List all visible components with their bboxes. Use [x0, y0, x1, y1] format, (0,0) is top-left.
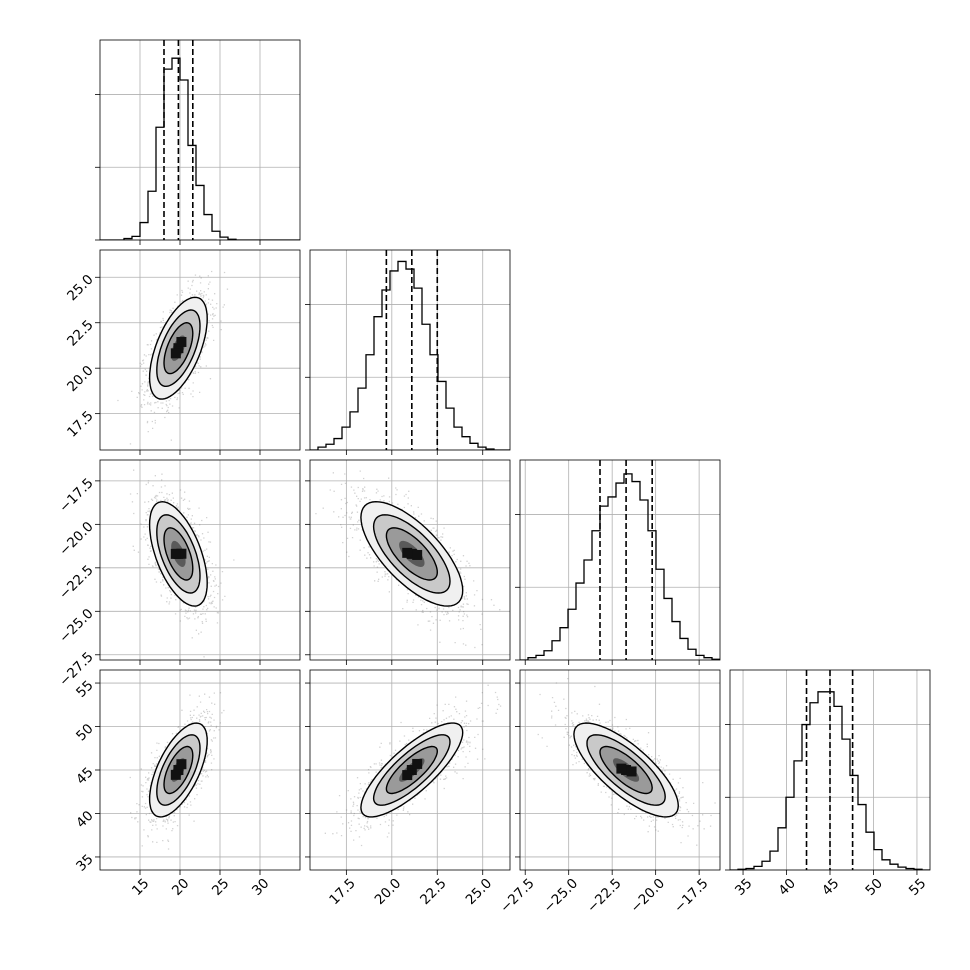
hist-panel-p3: [515, 459, 721, 665]
y-tick-label-p3: −20.0: [56, 519, 97, 560]
density-peak: [406, 765, 417, 775]
x-tick-label-p1: 25: [209, 875, 232, 898]
density-peak: [173, 343, 184, 354]
panel-frame: [99, 459, 301, 661]
y-tick-label-p4: 55: [73, 677, 96, 700]
histogram-p1: [100, 57, 300, 240]
y-tick-label-p4: 50: [73, 721, 96, 744]
panel-frame: [309, 249, 511, 451]
x-tick-label-p2: 17.5: [326, 875, 359, 908]
contour-line: [573, 722, 680, 818]
density-peak: [176, 759, 187, 770]
scatter-panel-p1-p2: [95, 249, 301, 455]
x-tick-label-p3: −17.5: [671, 875, 712, 916]
panel-frame: [99, 249, 301, 451]
x-tick-label-p2: 20.0: [372, 875, 405, 908]
density-peak: [412, 549, 423, 560]
y-tick-label-p2: 20.0: [64, 363, 97, 396]
contour-line: [148, 500, 208, 607]
x-tick-label-p1: 20: [169, 875, 192, 898]
panel-frame: [99, 669, 301, 871]
contour-line: [148, 296, 208, 400]
hist-panel-p1: [95, 39, 301, 245]
x-tick-label-p4: 50: [862, 875, 885, 898]
panel-frame: [519, 669, 721, 871]
density-peak: [170, 769, 181, 780]
x-tick-label-p4: 35: [732, 875, 755, 898]
density-peak: [170, 548, 181, 559]
y-tick-label-p2: 17.5: [64, 408, 97, 441]
x-tick-label-p1: 15: [129, 875, 152, 898]
y-tick-label-p3: −17.5: [56, 475, 97, 516]
contour-line: [360, 500, 464, 607]
x-tick-label-p3: −20.0: [628, 875, 669, 916]
histogram-p3: [520, 473, 720, 660]
density-peak: [170, 348, 181, 359]
density-peak: [626, 766, 637, 777]
y-tick-label-p4: 45: [73, 764, 96, 787]
density-peak: [176, 548, 187, 559]
contour-line: [148, 722, 208, 818]
panel-frame: [519, 459, 721, 661]
density-peak: [402, 770, 413, 781]
contour-line: [385, 527, 439, 581]
hist-panel-p4: [725, 669, 931, 875]
contour-line: [163, 745, 194, 795]
contour-line: [385, 745, 439, 795]
x-tick-label-p4: 40: [775, 875, 798, 898]
scatter-panel-p1-p3: [95, 459, 301, 665]
density-peak: [402, 547, 413, 558]
density-peak: [616, 763, 627, 774]
y-tick-label-p4: 40: [73, 808, 96, 831]
panel-frame: [99, 39, 301, 241]
y-tick-label-p4: 35: [73, 851, 96, 874]
x-tick-label-p2: 22.5: [417, 875, 450, 908]
contour-line: [372, 514, 451, 594]
y-tick-label-p3: −25.0: [56, 606, 97, 647]
x-tick-label-p4: 55: [906, 875, 929, 898]
panel-frame: [309, 459, 511, 661]
scatter-panel-p1-p4: [95, 669, 301, 875]
contour-line: [156, 309, 201, 387]
histogram-p2: [310, 260, 510, 450]
y-tick-label-p2: 25.0: [64, 272, 97, 305]
contour-line: [163, 321, 194, 375]
density-peak: [412, 758, 423, 769]
contour-line: [156, 514, 201, 594]
scatter-panel-p2-p3: [305, 459, 511, 665]
x-tick-label-p3: −25.0: [541, 875, 582, 916]
hist-panel-p2: [305, 249, 511, 455]
contour-line: [599, 745, 653, 795]
contour-line: [156, 734, 201, 806]
contour-line: [360, 722, 464, 818]
contour-line: [586, 734, 666, 806]
x-tick-label-p1: 30: [249, 875, 272, 898]
x-tick-label-p2: 25.0: [463, 875, 496, 908]
panel-frame: [309, 669, 511, 871]
x-tick-label-p3: −27.5: [497, 875, 538, 916]
density-peak: [176, 336, 187, 347]
contour-line: [163, 527, 194, 581]
scatter-panel-p3-p4: [515, 669, 721, 875]
x-tick-label-p3: −22.5: [584, 875, 625, 916]
y-tick-label-p3: −22.5: [56, 562, 97, 603]
panel-frame: [729, 669, 931, 871]
y-tick-label-p2: 22.5: [64, 317, 97, 350]
histogram-p4: [730, 691, 930, 870]
scatter-panel-p2-p4: [305, 669, 511, 875]
x-tick-label-p4: 45: [819, 875, 842, 898]
contour-line: [372, 734, 451, 806]
